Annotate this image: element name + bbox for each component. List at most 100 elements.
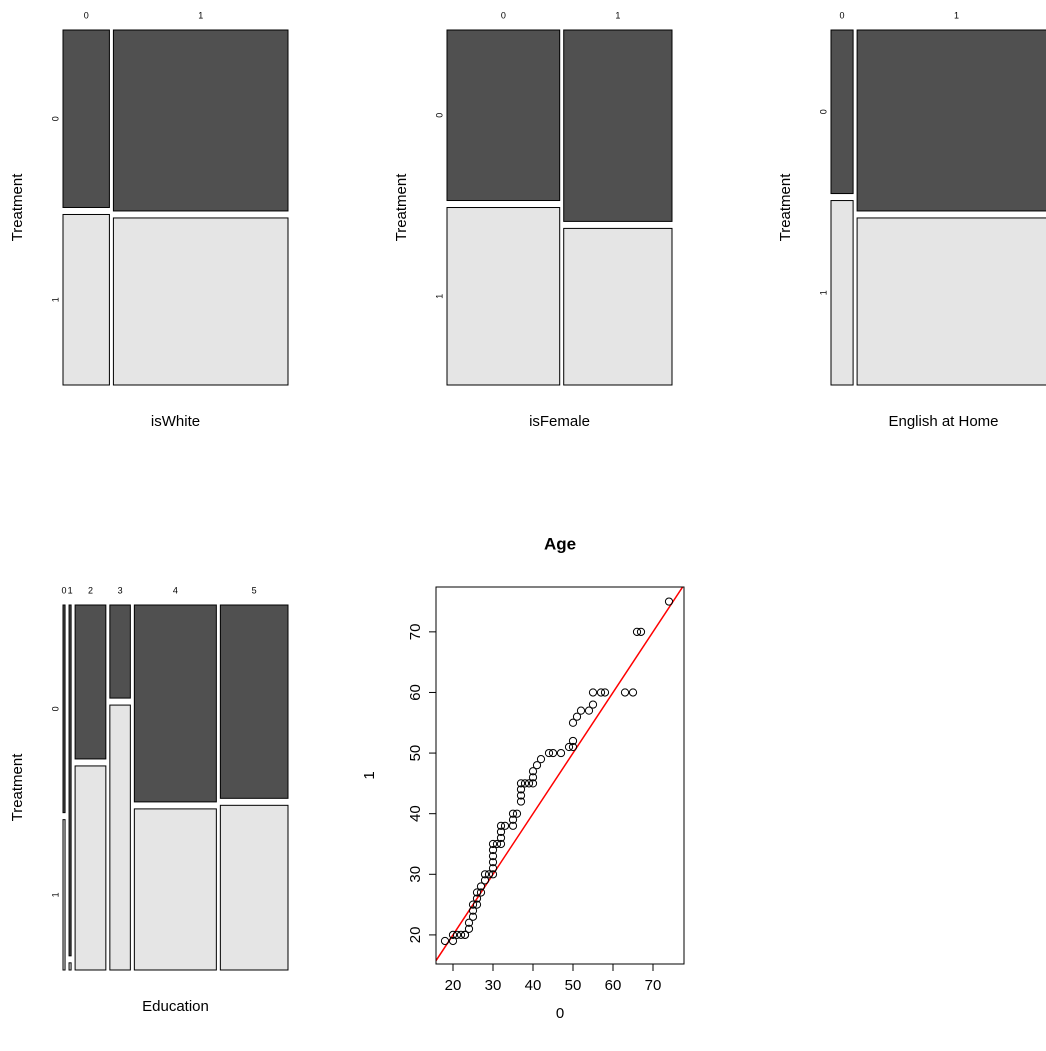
mosaic-tile	[563, 29, 673, 222]
y-category-label: 0	[50, 706, 60, 711]
y-tick-label: 70	[407, 624, 424, 641]
y-axis-label: Treatment	[777, 173, 794, 242]
y-category-label: 1	[818, 290, 828, 295]
point	[548, 748, 558, 758]
point	[496, 833, 506, 843]
y-category-label: 0	[818, 109, 828, 114]
mosaic-tile	[856, 29, 1046, 212]
point	[472, 900, 482, 909]
point	[464, 918, 474, 927]
mosaic-tile	[74, 765, 107, 971]
point	[476, 882, 486, 891]
mosaic-tile	[219, 804, 289, 971]
y-tick-label: 60	[407, 684, 424, 701]
point	[488, 839, 498, 849]
point	[472, 888, 482, 897]
point	[468, 900, 478, 909]
mosaic-tile	[109, 704, 131, 971]
point	[516, 785, 526, 794]
point	[532, 761, 542, 770]
point	[488, 845, 498, 855]
point	[664, 597, 674, 606]
point	[516, 797, 526, 806]
mosaic-tile	[446, 29, 561, 202]
x-category-label: 1	[198, 10, 203, 20]
point	[480, 876, 490, 885]
point	[528, 767, 538, 776]
x-category-label: 3	[118, 585, 123, 595]
point	[460, 930, 470, 940]
point	[536, 755, 546, 764]
point	[588, 700, 598, 709]
point	[512, 809, 522, 818]
x-category-label: 0	[84, 10, 89, 20]
mosaic-tile	[219, 604, 289, 799]
x-category-label: 1	[68, 585, 73, 595]
point	[524, 779, 534, 788]
point	[508, 809, 518, 818]
reference-line	[436, 587, 684, 962]
plot-frame	[435, 586, 685, 965]
point	[544, 748, 554, 758]
y-category-label: 0	[50, 116, 60, 121]
mosaic-tile	[856, 217, 1046, 386]
point	[476, 888, 486, 897]
x-category-label: 2	[88, 585, 93, 595]
x-axis-label: isWhite	[151, 413, 200, 430]
mosaic-tile	[74, 604, 107, 760]
mosaic-tile	[62, 604, 66, 814]
point	[468, 906, 478, 915]
x-category-label: 0	[62, 585, 67, 595]
x-tick-label: 20	[445, 977, 462, 994]
point	[496, 839, 506, 849]
y-category-label: 1	[50, 297, 60, 302]
point	[596, 688, 606, 697]
point	[484, 870, 494, 879]
mosaic-tile	[830, 200, 854, 386]
point	[584, 706, 594, 715]
point	[600, 688, 610, 697]
mosaic-tile	[830, 29, 854, 195]
mosaic-tile	[112, 217, 289, 386]
point	[472, 894, 482, 903]
y-axis-label: Treatment	[393, 173, 410, 242]
mosaic-tile	[446, 207, 561, 386]
x-axis-label: Education	[142, 998, 209, 1015]
x-tick-label: 60	[605, 977, 622, 994]
x-tick-label: 40	[525, 977, 542, 994]
y-category-label: 1	[50, 892, 60, 897]
point	[568, 742, 578, 752]
y-tick-label: 30	[407, 866, 424, 883]
mosaic-tile	[62, 213, 110, 386]
point	[508, 815, 518, 824]
plot-area	[436, 587, 684, 962]
y-category-label: 1	[434, 294, 444, 299]
point	[636, 627, 646, 636]
x-category-label: 1	[615, 10, 620, 20]
y-category-label: 0	[434, 113, 444, 118]
x-tick-label: 50	[565, 977, 582, 994]
point	[496, 827, 506, 836]
x-tick-label: 30	[485, 977, 502, 994]
mosaic-tile	[563, 227, 673, 386]
mosaic-tile	[133, 808, 217, 971]
point	[488, 870, 498, 879]
point	[572, 712, 582, 721]
x-category-label: 0	[840, 10, 845, 20]
point	[528, 773, 538, 782]
x-category-label: 5	[252, 585, 257, 595]
point	[568, 718, 578, 727]
x-axis-label: English at Home	[888, 413, 998, 430]
point	[588, 688, 598, 697]
point	[516, 779, 526, 788]
point	[564, 742, 574, 752]
point	[464, 924, 474, 933]
point	[488, 858, 498, 867]
y-tick-label: 40	[407, 805, 424, 822]
x-category-label: 4	[173, 585, 178, 595]
y-axis-label: Treatment	[9, 173, 26, 242]
mosaic-tile	[109, 604, 131, 699]
y-axis-label: 1	[361, 771, 378, 779]
